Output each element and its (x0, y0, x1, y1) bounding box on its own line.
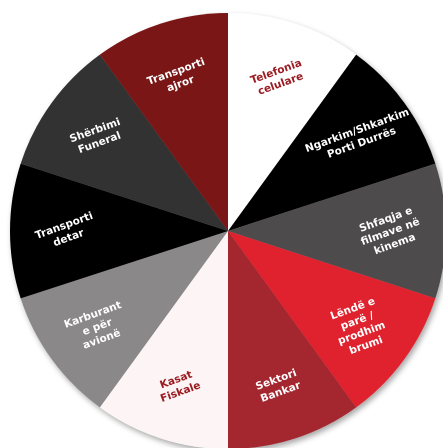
segment (99, 13, 228, 231)
segment (9, 163, 229, 299)
segment (20, 54, 229, 232)
segment (228, 54, 436, 232)
segment (228, 163, 443, 299)
wheel (9, 13, 443, 448)
segment (228, 13, 357, 231)
segment (20, 231, 229, 408)
segment (228, 231, 436, 408)
segment (228, 231, 357, 448)
segment (99, 231, 228, 448)
